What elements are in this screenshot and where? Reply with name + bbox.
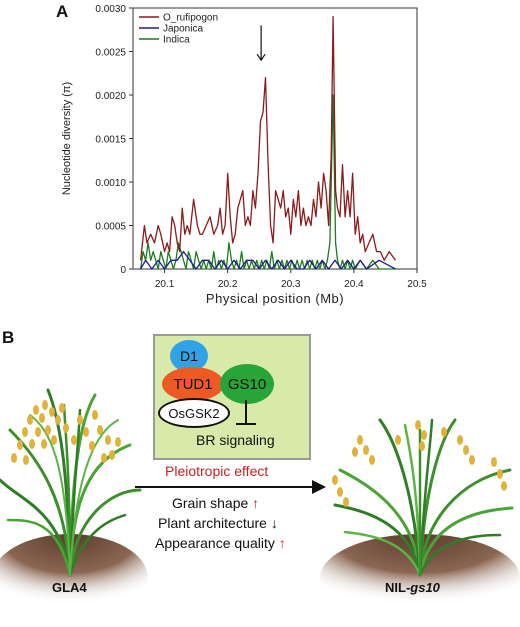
- right-rice-plant: [333, 418, 514, 577]
- x-tick-label: 20.1: [155, 279, 175, 290]
- right-rice-panicles: [332, 420, 507, 507]
- y-tick-label: 0.0025: [95, 48, 126, 59]
- series-line-indica: [139, 94, 396, 270]
- arrow-up-icon: ↑: [278, 535, 286, 551]
- legend-label: O_rufipogon: [163, 13, 218, 24]
- arrow-down-icon: ↓: [270, 515, 278, 531]
- arrow-up-icon: ↑: [252, 495, 260, 511]
- x-tick-label: 20.4: [344, 279, 364, 290]
- gs10-oval: GS10: [220, 364, 274, 404]
- y-tick-label: 0.0015: [95, 135, 126, 146]
- right-soil: [320, 534, 520, 622]
- chart-annotation: [256, 25, 266, 62]
- panel-a-label: A: [56, 2, 69, 21]
- series-line-japonica: [140, 250, 396, 270]
- legend-label: Indica: [163, 35, 190, 46]
- pleiotropic-arrow-head: [312, 480, 326, 494]
- y-tick-label: 0.0010: [95, 178, 126, 189]
- x-axis-label: Physical position (Mb): [206, 291, 344, 306]
- nucleotide-diversity-chart: 0 0.0005 0.0010 0.0015 0.0020 0.0025 0.0030 20.…: [61, 4, 427, 306]
- appearance-quality-label: Appearance quality: [155, 535, 275, 551]
- annotation-arrow-head: [256, 53, 266, 62]
- appearance-quality-row: Appearance quality ↑: [155, 535, 286, 551]
- left-rice-panicles: [11, 400, 121, 465]
- chart-axes: 0 0.0005 0.0010 0.0015 0.0020 0.0025 0.0030 20.…: [61, 4, 427, 306]
- plant-architecture-row: Plant architecture ↓: [158, 515, 278, 531]
- nil-gs10-label: NIL-gs10: [385, 580, 440, 595]
- d1-oval: D1: [170, 340, 208, 372]
- pleiotropic-effect-label: Pleiotropic effect: [165, 463, 269, 479]
- inhibition-symbol: [236, 400, 256, 425]
- y-axis-label: Nucleotide diversity (π): [61, 82, 73, 195]
- y-tick-label: 0.0005: [95, 222, 126, 233]
- y-tick-label: 0.0030: [95, 4, 126, 15]
- y-tick-label: 0.0020: [95, 91, 126, 102]
- grain-shape-label: Grain shape: [172, 495, 249, 511]
- legend-label: Japonica: [163, 24, 203, 35]
- gla4-label: GLA4: [52, 580, 87, 595]
- x-tick-label: 20.2: [218, 279, 238, 290]
- osgsk2-oval: OsGSK2: [158, 398, 230, 428]
- panel-b-label: B: [2, 328, 15, 347]
- left-rice-plant: [0, 388, 142, 577]
- y-tick-label: 0: [120, 265, 126, 276]
- br-signaling-label: BR signaling: [196, 432, 275, 448]
- x-tick-label: 20.5: [407, 279, 427, 290]
- x-tick-label: 20.3: [281, 279, 301, 290]
- series-line-o_rufipogon: [139, 16, 397, 261]
- left-soil: [0, 534, 148, 622]
- tud1-oval: TUD1: [162, 367, 224, 401]
- plant-architecture-label: Plant architecture: [158, 515, 267, 531]
- chart-series: [139, 16, 397, 270]
- grain-shape-row: Grain shape ↑: [172, 495, 259, 511]
